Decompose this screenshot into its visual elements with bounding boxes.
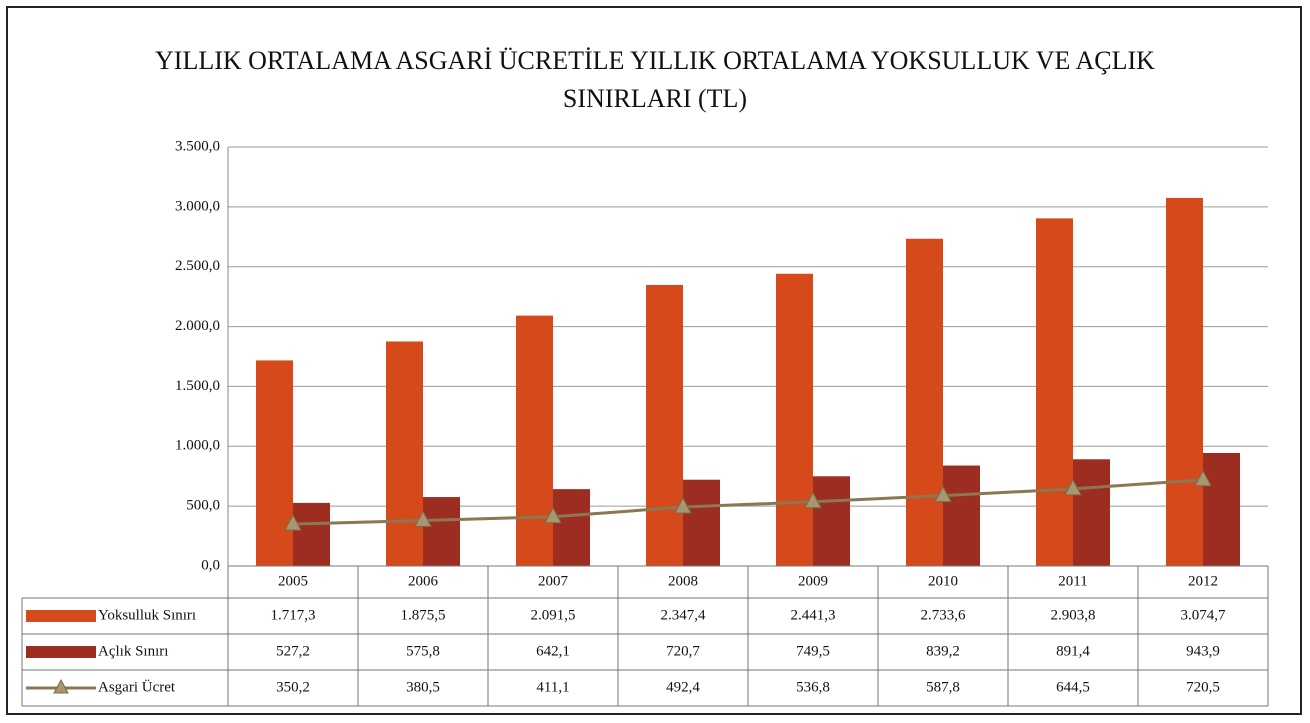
line-marker [934,485,952,503]
table-value: 3.074,7 [1181,607,1227,623]
table-value: 380,5 [406,679,440,695]
chart-title: YILLIK ORTALAMA ASGARİ ÜCRETİLE YILLIK O… [155,46,1155,113]
line-marker [804,491,822,509]
x-tick-label: 2005 [278,573,308,589]
table-value: 527,2 [276,643,310,659]
bar [293,502,330,566]
table-value: 943,9 [1186,643,1220,659]
line-marker [284,514,302,531]
table-value: 891,4 [1056,643,1090,659]
x-tick-label: 2009 [798,573,828,589]
table-value: 2.441,3 [791,607,836,623]
line-marker [1064,478,1082,496]
bar [1036,218,1073,566]
x-tick-label: 2008 [668,573,698,589]
legend-swatch [53,678,69,694]
table-value: 536,8 [796,679,830,695]
table-value: 1.875,5 [401,607,446,623]
table-value: 411,1 [536,679,569,695]
x-tick-label: 2011 [1058,573,1087,589]
table-value: 492,4 [666,679,700,695]
table-value: 2.733,6 [921,607,967,623]
bar [1073,459,1110,566]
table-value: 644,5 [1056,679,1090,695]
legend-label: Yoksulluk Sınırı [98,607,196,623]
table-value: 642,1 [536,643,570,659]
table-value: 350,2 [276,679,310,695]
line-marker [414,510,432,527]
bar [423,497,460,566]
bar [516,315,553,566]
chart-frame [6,6,1302,715]
line [292,478,1204,526]
bar [256,360,293,566]
bar [813,476,850,566]
table-value: 1.717,3 [271,607,316,623]
table-value: 575,8 [406,643,440,659]
x-tick-label: 2012 [1188,573,1218,589]
legend-swatch [26,610,96,622]
x-tick-label: 2007 [538,573,569,589]
bar [683,479,720,566]
table-value: 2.091,5 [531,607,576,623]
bar [776,273,813,566]
table-value: 2.347,4 [661,607,707,623]
legend-label: Asgari Ücret [98,678,176,695]
y-tick-label: 1.500,0 [175,378,220,394]
bar [906,238,943,566]
bar [943,465,980,566]
bar [1203,453,1240,566]
y-tick-label: 1.000,0 [175,438,220,454]
line-marker [544,506,562,524]
table-value: 839,2 [926,643,960,659]
legend-label: Açlık Sınırı [98,643,168,659]
table-value: 2.903,8 [1051,607,1096,623]
x-tick-label: 2010 [928,573,958,589]
table-value: 587,8 [926,679,960,695]
table-value: 749,5 [796,643,830,659]
y-tick-label: 3.000,0 [175,198,220,214]
line-marker [1194,469,1212,487]
bar [646,284,683,566]
y-tick-label: 0,0 [201,557,220,573]
line-marker [674,496,692,514]
bar [386,341,423,566]
y-tick-label: 2.000,0 [175,318,220,334]
y-tick-label: 500,0 [186,498,220,514]
y-tick-label: 3.500,0 [175,138,220,154]
y-tick-label: 2.500,0 [175,258,220,274]
bar [1166,197,1203,566]
bar [553,489,590,566]
x-tick-label: 2006 [408,573,439,589]
table-value: 720,7 [666,643,700,659]
table-value: 720,5 [1186,679,1220,695]
legend-swatch [26,646,96,658]
